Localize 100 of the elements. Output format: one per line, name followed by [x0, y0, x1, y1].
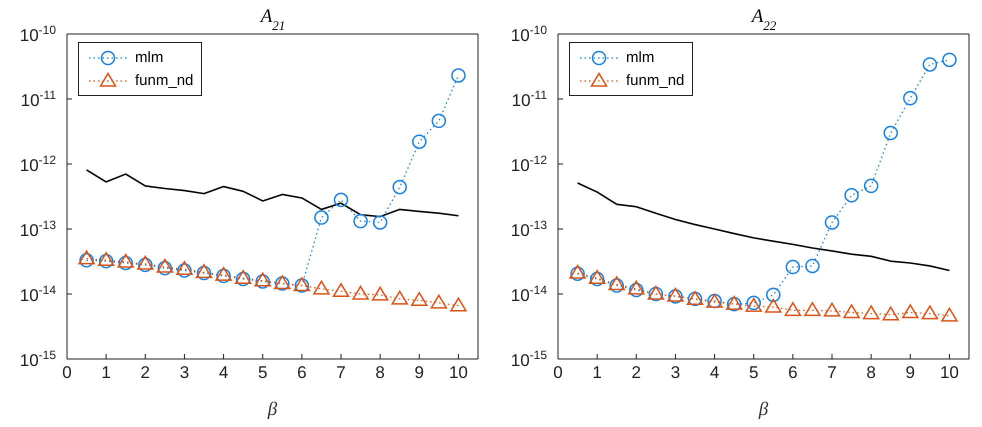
- y-tick-label: 10$^{-12}$: [510, 153, 548, 175]
- point: [334, 192, 348, 208]
- x-tick-label: 8: [866, 363, 876, 382]
- point: [843, 304, 860, 318]
- point: [784, 302, 802, 316]
- x-axis-title: β: [758, 399, 769, 420]
- point: [903, 90, 918, 106]
- point: [608, 276, 625, 290]
- point: [353, 214, 368, 228]
- point: [215, 266, 232, 281]
- point: [590, 272, 604, 286]
- point: [786, 260, 800, 274]
- x-tick-label: 10: [940, 363, 959, 382]
- x-axis-title: β: [266, 399, 278, 420]
- point: [766, 288, 781, 302]
- point: [864, 178, 878, 194]
- point: [158, 260, 172, 276]
- x-tick-label: 7: [827, 363, 837, 382]
- point: [391, 290, 408, 305]
- x-tick-label: 1: [101, 363, 111, 382]
- point: [588, 270, 606, 284]
- x-tick-label: 9: [906, 363, 916, 382]
- point: [629, 282, 644, 298]
- point: [392, 180, 407, 194]
- point: [862, 305, 880, 320]
- x-tick-label: 7: [336, 363, 346, 382]
- legend-label: funm_nd: [626, 72, 684, 89]
- y-tick-label: 10$^{-13}$: [20, 218, 56, 240]
- x-tick-label: 0: [553, 363, 563, 382]
- point: [451, 68, 466, 83]
- point: [412, 134, 427, 149]
- point: [372, 286, 388, 301]
- point: [138, 258, 153, 272]
- point: [254, 272, 271, 286]
- point: [156, 258, 174, 273]
- x-tick-label: 0: [62, 363, 72, 382]
- point: [234, 270, 252, 284]
- y-tick-label: 10$^{-15}$: [510, 348, 548, 370]
- point: [824, 215, 840, 230]
- point: [450, 297, 467, 312]
- x-tick-label: 1: [592, 363, 602, 382]
- point: [805, 258, 820, 274]
- point: [177, 263, 192, 278]
- point: [117, 254, 134, 268]
- point: [922, 57, 938, 72]
- point: [216, 268, 231, 284]
- point: [609, 278, 624, 293]
- x-tick-label: 5: [258, 363, 268, 382]
- point: [332, 283, 350, 298]
- point: [432, 114, 446, 128]
- legend-label: funm_nd: [135, 72, 194, 89]
- point: [411, 292, 428, 306]
- y-tick-label: 10$^{-11}$: [512, 88, 548, 110]
- x-tick-label: 9: [414, 363, 424, 382]
- y-tick-label: 10$^{-12}$: [20, 153, 56, 175]
- x-tick-label: 2: [632, 363, 642, 382]
- y-tick-label: 10$^{-15}$: [20, 348, 56, 370]
- point: [844, 188, 859, 203]
- point: [255, 274, 270, 289]
- x-tick-label: 10: [448, 363, 468, 382]
- y-tick-label: 10$^{-10}$: [510, 23, 548, 45]
- point: [78, 250, 95, 264]
- point: [430, 294, 448, 309]
- y-tick-label: 10$^{-14}$: [510, 283, 548, 305]
- x-tick-label: 4: [218, 363, 228, 382]
- point: [118, 256, 133, 270]
- x-tick-label: 6: [788, 363, 798, 382]
- point: [902, 304, 919, 318]
- x-tick-label: 3: [670, 363, 680, 382]
- chart-title: A$_{21}$: [258, 6, 286, 32]
- legend-label: mlm: [626, 49, 654, 66]
- chart-title: A$_{22}$: [750, 6, 777, 32]
- point: [313, 280, 330, 295]
- point: [236, 272, 250, 286]
- point: [79, 253, 94, 268]
- point: [765, 298, 782, 313]
- point: [883, 126, 898, 140]
- point: [137, 256, 154, 270]
- point: [176, 261, 193, 276]
- point: [882, 306, 899, 320]
- point: [372, 215, 388, 230]
- point: [824, 302, 840, 317]
- point: [942, 52, 957, 68]
- y-tick-label: 10$^{-14}$: [20, 283, 56, 305]
- legend-label: mlm: [135, 49, 164, 66]
- point: [628, 280, 645, 295]
- point: [941, 308, 958, 322]
- point: [314, 210, 329, 225]
- x-tick-label: 6: [297, 363, 307, 382]
- x-tick-label: 3: [180, 363, 190, 382]
- x-tick-label: 2: [140, 363, 150, 382]
- point: [352, 286, 369, 300]
- point: [922, 305, 938, 320]
- line-series: [576, 182, 950, 272]
- x-tick-label: 5: [748, 363, 758, 382]
- point: [804, 302, 821, 316]
- y-tick-label: 10$^{-10}$: [20, 23, 56, 45]
- y-tick-label: 10$^{-13}$: [510, 218, 548, 240]
- x-tick-label: 8: [375, 363, 385, 382]
- y-tick-label: 10$^{-11}$: [20, 88, 56, 110]
